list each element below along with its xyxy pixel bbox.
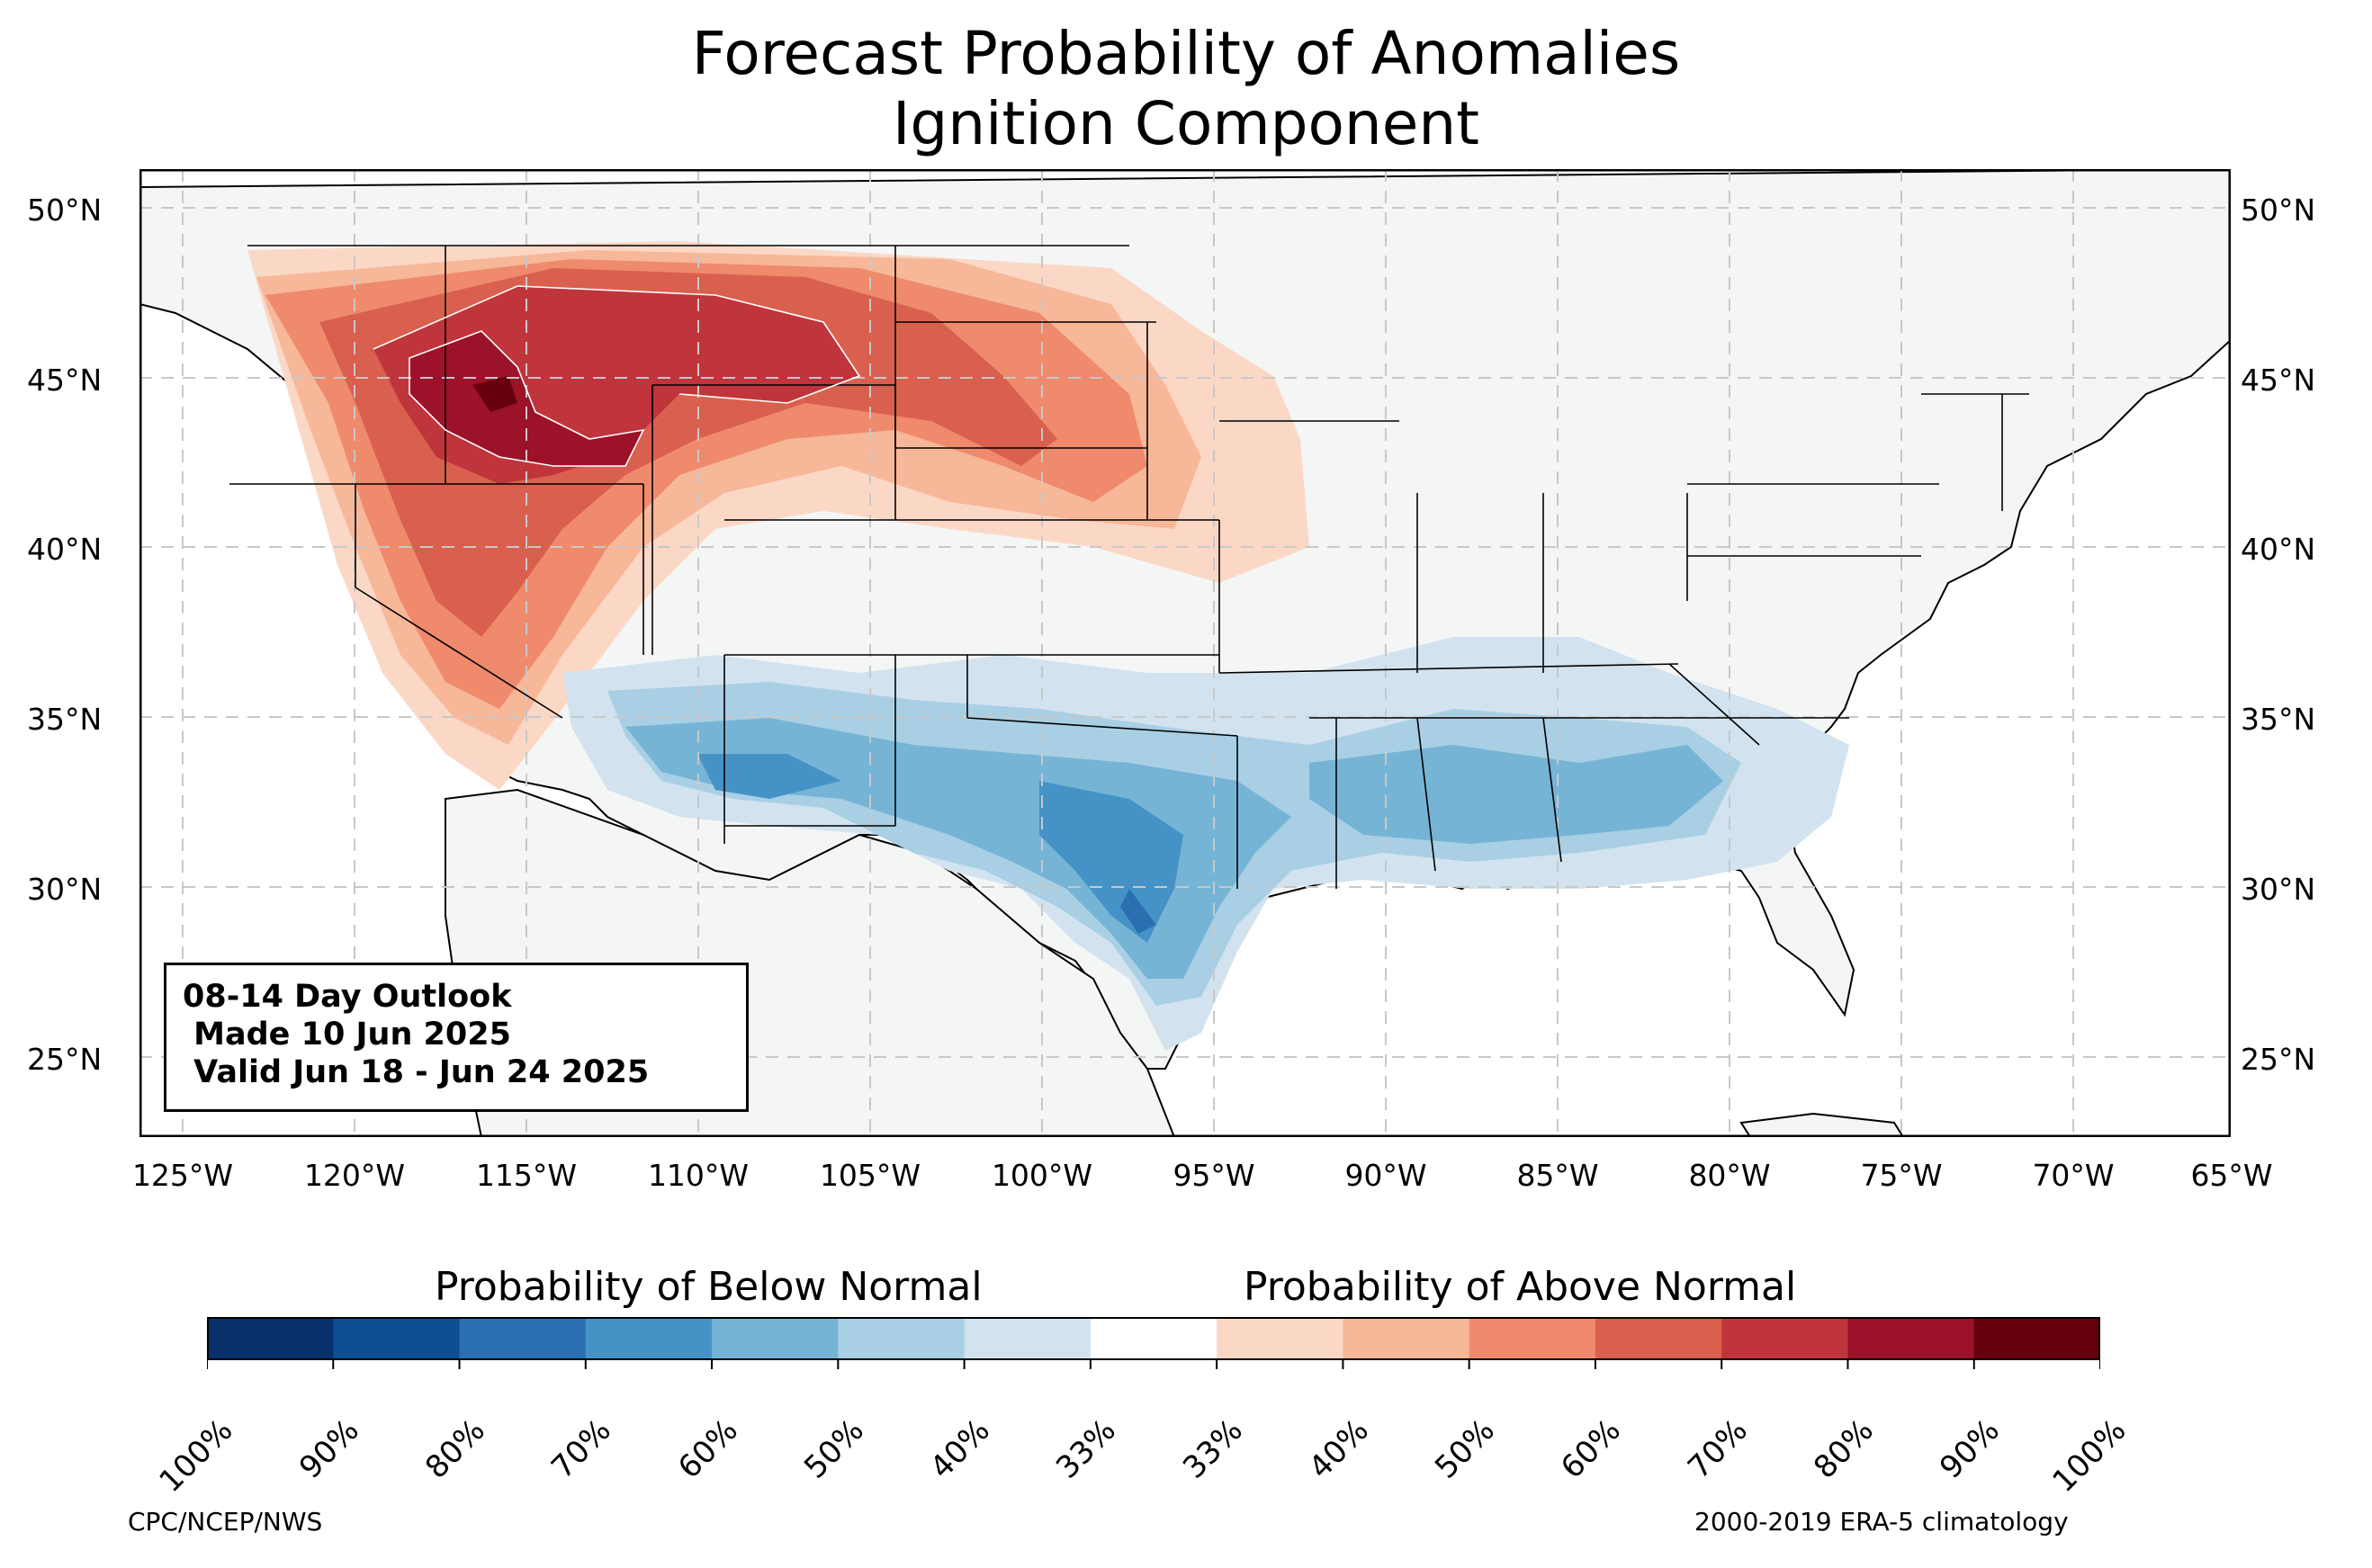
outlook-period: 08-14 Day Outlook bbox=[183, 979, 512, 1015]
colorbar bbox=[207, 1317, 2100, 1369]
colorbar-tick-label: 90% bbox=[292, 1412, 366, 1486]
lon-tick: 90°W bbox=[1344, 1158, 1427, 1193]
graticule bbox=[139, 169, 2231, 1137]
lon-tick: 115°W bbox=[475, 1158, 578, 1193]
lat-tick: 40°N bbox=[27, 532, 103, 567]
colorbar-tick-label: 100% bbox=[2045, 1412, 2134, 1501]
outlook-info-box: 08-14 Day Outlook Made 10 Jun 2025 Valid… bbox=[164, 963, 749, 1112]
colorbar-cell bbox=[1595, 1317, 1722, 1360]
lon-tick: 105°W bbox=[819, 1158, 921, 1193]
lon-tick: 110°W bbox=[647, 1158, 750, 1193]
colorbar-cell bbox=[585, 1317, 713, 1360]
colorbar-tick-label: 60% bbox=[1554, 1412, 1629, 1486]
colorbar-cell bbox=[459, 1317, 587, 1360]
lat-tick-right: 40°N bbox=[2241, 532, 2316, 567]
map-title: Forecast Probability of Anomalies bbox=[691, 19, 1681, 88]
lat-tick-right: 25°N bbox=[2241, 1042, 2316, 1077]
forecast-map bbox=[139, 169, 2231, 1137]
colorbar-cell bbox=[1721, 1317, 1848, 1360]
colorbar-tick-label: 80% bbox=[418, 1412, 492, 1486]
colorbar-tick-label: 60% bbox=[670, 1412, 745, 1486]
lat-tick: 30°N bbox=[27, 872, 103, 907]
lat-tick-right: 35°N bbox=[2241, 702, 2316, 737]
lon-tick: 125°W bbox=[131, 1158, 234, 1193]
colorbar-cell bbox=[1847, 1317, 1975, 1360]
colorbar-outline bbox=[207, 1317, 2100, 1360]
colorbar-tick-label: 70% bbox=[1680, 1412, 1755, 1486]
colorbar-cell bbox=[207, 1317, 334, 1360]
colorbar-cell bbox=[964, 1317, 1092, 1360]
lat-tick: 25°N bbox=[27, 1042, 103, 1077]
colorbar-tick-label: 33% bbox=[1049, 1412, 1124, 1486]
colorbar-cell bbox=[838, 1317, 966, 1360]
colorbar-tick-label: 40% bbox=[923, 1412, 997, 1486]
colorbar-tick-label: 90% bbox=[1933, 1412, 2008, 1486]
colorbar-cell bbox=[1217, 1317, 1343, 1360]
lon-tick: 75°W bbox=[1860, 1158, 1943, 1193]
colorbar-below-label: Probability of Below Normal bbox=[435, 1264, 983, 1310]
colorbar-tick-label: 40% bbox=[1301, 1412, 1376, 1486]
colorbar-cell bbox=[1469, 1317, 1596, 1360]
colorbar-cell bbox=[333, 1317, 461, 1360]
colorbar-cell bbox=[1343, 1317, 1470, 1360]
lat-tick: 45°N bbox=[27, 363, 103, 398]
lon-tick: 100°W bbox=[991, 1158, 1093, 1193]
lon-tick: 120°W bbox=[303, 1158, 406, 1193]
credit-source: CPC/NCEP/NWS bbox=[128, 1507, 323, 1537]
contour-lines bbox=[373, 285, 861, 467]
lat-tick-right: 50°N bbox=[2241, 193, 2316, 228]
outlook-valid-range: Valid Jun 18 - Jun 24 2025 bbox=[183, 1054, 650, 1090]
colorbar-cell bbox=[1973, 1317, 2100, 1360]
lat-tick-right: 30°N bbox=[2241, 872, 2316, 907]
below-normal-region bbox=[562, 637, 1849, 1051]
map-subtitle: Ignition Component bbox=[892, 89, 1480, 158]
lat-tick: 50°N bbox=[27, 193, 103, 228]
lon-tick: 70°W bbox=[2032, 1158, 2115, 1193]
lon-tick: 95°W bbox=[1173, 1158, 1255, 1193]
lon-tick: 85°W bbox=[1516, 1158, 1599, 1193]
lat-tick: 35°N bbox=[27, 702, 103, 737]
colorbar-cell bbox=[712, 1317, 839, 1360]
lon-tick: 80°W bbox=[1688, 1158, 1771, 1193]
colorbar-above-label: Probability of Above Normal bbox=[1244, 1264, 1797, 1310]
credit-climatology: 2000-2019 ERA-5 climatology bbox=[1694, 1507, 2069, 1537]
colorbar-tick-label: 100% bbox=[152, 1412, 240, 1501]
colorbar-cell bbox=[1090, 1317, 1217, 1360]
colorbar-tick-label: 50% bbox=[796, 1412, 871, 1486]
state-borders bbox=[229, 245, 2029, 889]
lat-tick-right: 45°N bbox=[2241, 363, 2316, 398]
map-border bbox=[139, 169, 2231, 1137]
lon-tick: 65°W bbox=[2190, 1158, 2273, 1193]
colorbar-tick-label: 50% bbox=[1428, 1412, 1502, 1486]
colorbar-tick-label: 70% bbox=[544, 1412, 619, 1486]
colorbar-tick-label: 80% bbox=[1807, 1412, 1881, 1486]
colorbar-tick-label: 33% bbox=[1175, 1412, 1250, 1486]
outlook-made-date: Made 10 Jun 2025 bbox=[183, 1017, 511, 1053]
